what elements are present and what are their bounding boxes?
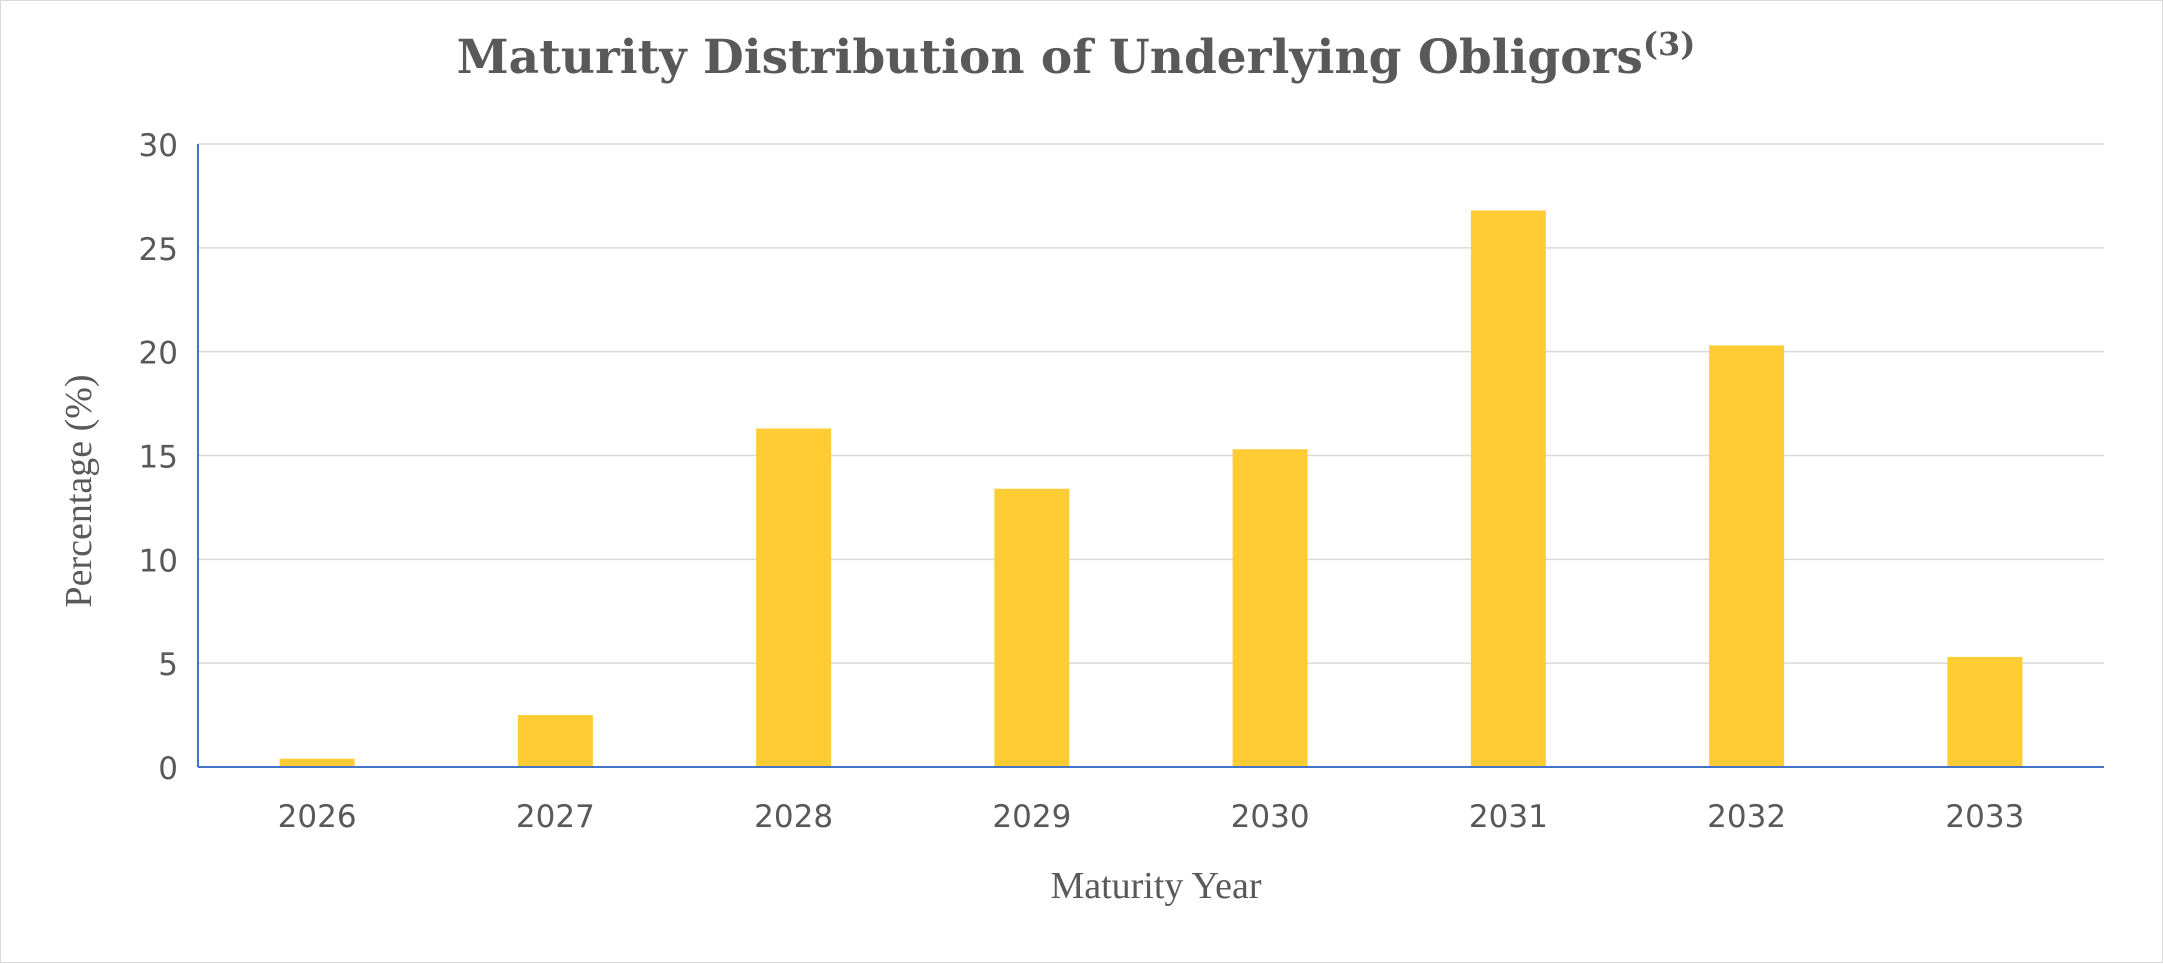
bar-2032: [1709, 345, 1785, 767]
bars: [279, 210, 2023, 767]
y-axis-title: Percentage (%): [58, 374, 100, 607]
bar-2033: [1947, 656, 2023, 767]
bar-2027: [517, 715, 593, 767]
bar-2031: [1470, 210, 1546, 767]
bar-2026: [279, 758, 355, 767]
y-tick-label-20: 20: [139, 336, 178, 372]
y-tick-label-0: 0: [158, 751, 178, 787]
y-tick-labels: 0 5 10 15 20 25 30: [139, 128, 178, 787]
x-tick-labels: 2026 2027 2028 2029 2030 2031 2032 2033: [278, 799, 2025, 835]
x-tick-label-2031: 2031: [1469, 799, 1548, 835]
chart-title-superscript: (3): [1643, 25, 1696, 63]
y-tick-label-5: 5: [158, 647, 178, 683]
x-tick-label-2028: 2028: [754, 799, 833, 835]
x-tick-label-2033: 2033: [1945, 799, 2024, 835]
gridlines: [198, 143, 2104, 664]
x-axis-title: Maturity Year: [1050, 865, 1261, 907]
y-tick-label-25: 25: [139, 232, 178, 268]
x-tick-label-2032: 2032: [1707, 799, 1786, 835]
y-tick-label-10: 10: [139, 543, 178, 579]
x-tick-label-2026: 2026: [278, 799, 357, 835]
chart-title-main: Maturity Distribution of Underlying Obli…: [457, 30, 1643, 85]
x-tick-label-2027: 2027: [516, 799, 595, 835]
bar-2028: [756, 428, 832, 767]
y-tick-label-15: 15: [139, 440, 178, 476]
x-tick-label-2029: 2029: [992, 799, 1071, 835]
bar-2029: [994, 488, 1070, 767]
axes: [197, 144, 2104, 768]
y-tick-label-30: 30: [139, 128, 178, 164]
bar-2030: [1232, 449, 1308, 767]
chart-title: Maturity Distribution of Underlying Obli…: [457, 25, 1696, 85]
x-tick-label-2030: 2030: [1231, 799, 1310, 835]
